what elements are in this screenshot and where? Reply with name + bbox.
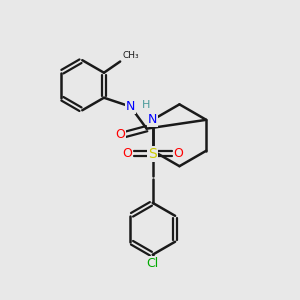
Text: S: S (148, 147, 157, 161)
Text: H: H (142, 100, 150, 110)
Text: Cl: Cl (146, 257, 159, 270)
Text: O: O (174, 147, 184, 160)
Text: N: N (126, 100, 135, 113)
Text: CH₃: CH₃ (122, 51, 139, 60)
Text: N: N (148, 113, 158, 126)
Text: O: O (115, 128, 125, 141)
Text: O: O (122, 147, 132, 160)
